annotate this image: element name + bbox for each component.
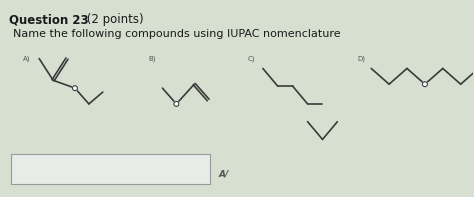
Text: Question 23: Question 23: [9, 13, 89, 26]
Text: C): C): [248, 56, 255, 62]
FancyBboxPatch shape: [11, 154, 210, 184]
Text: A): A): [23, 56, 31, 62]
Text: D): D): [357, 56, 365, 62]
Circle shape: [422, 82, 428, 87]
Text: A/: A/: [218, 170, 228, 179]
Text: (2 points): (2 points): [83, 13, 144, 26]
Text: Name the following compounds using IUPAC nomenclature: Name the following compounds using IUPAC…: [13, 29, 341, 39]
Text: B): B): [148, 56, 156, 62]
Circle shape: [174, 101, 179, 106]
Circle shape: [73, 86, 77, 91]
